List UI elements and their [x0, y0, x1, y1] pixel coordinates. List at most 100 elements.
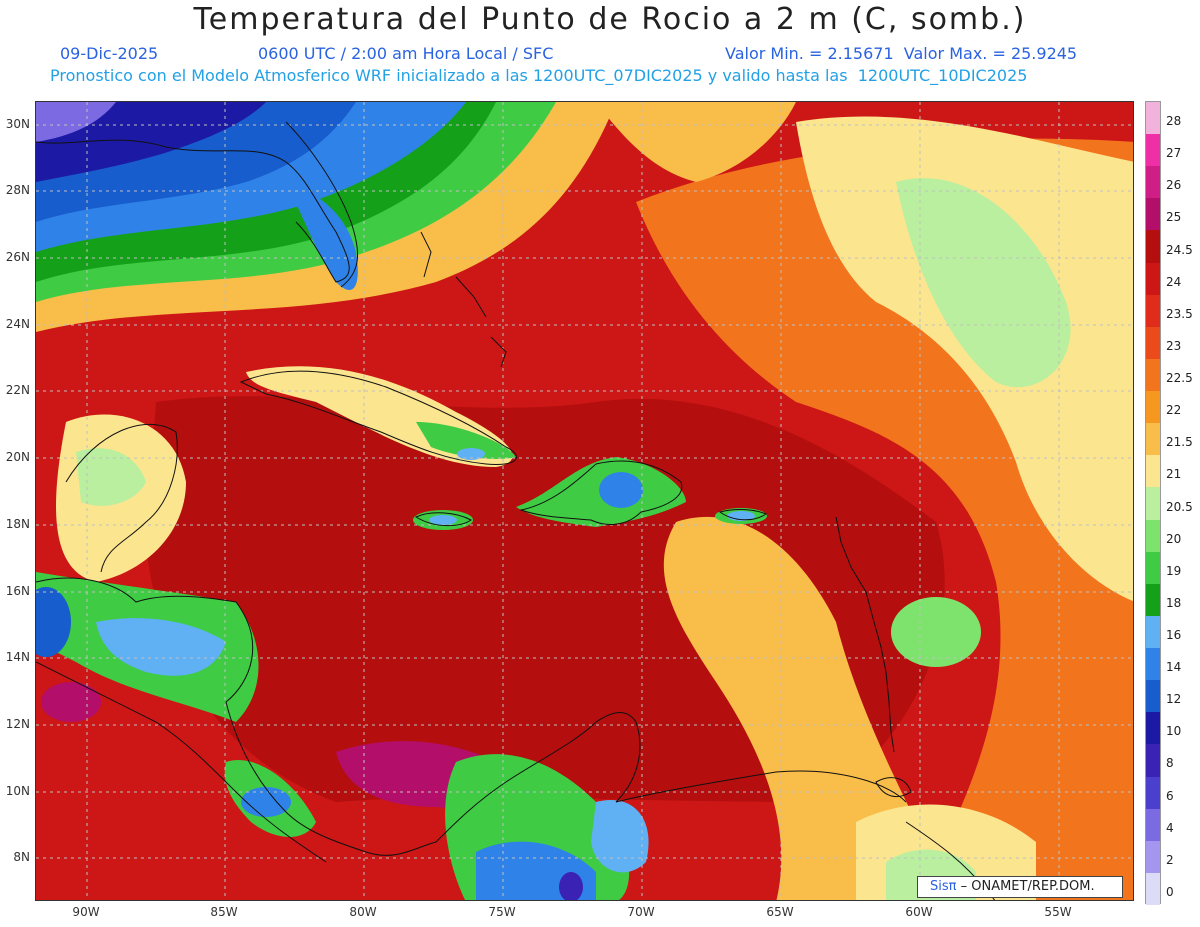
legend-level-label: 21.5: [1166, 435, 1193, 450]
legend-swatch: [1146, 808, 1160, 842]
lat-label: 14N: [5, 650, 30, 664]
lat-label: 22N: [5, 383, 30, 397]
legend-level-label: 4: [1166, 820, 1174, 835]
field-east-green: [896, 178, 1071, 388]
legend-swatch: [1146, 294, 1160, 328]
field-venezuela-blue: [591, 800, 649, 873]
legend-level-label: 16: [1166, 627, 1182, 642]
lat-label: 24N: [5, 317, 30, 331]
coast-venezuela: [615, 770, 907, 803]
legend-level-label: 14: [1166, 660, 1182, 675]
model-info: Pronostico con el Modelo Atmosferico WRF…: [50, 66, 1028, 85]
legend-swatch: [1146, 198, 1160, 231]
lon-label: 90W: [72, 905, 100, 919]
legend-swatch: [1146, 872, 1160, 906]
legend-swatch: [1146, 358, 1160, 392]
legend-level-label: 24: [1166, 274, 1182, 289]
field-costa-rica-blue: [241, 787, 291, 817]
legend-swatch: [1146, 744, 1160, 777]
legend-swatch: [1146, 776, 1160, 810]
dewpoint-map: [35, 101, 1134, 901]
legend-swatch: [1146, 648, 1160, 681]
legend-swatch: [1146, 615, 1160, 649]
field-cuba-blue: [457, 448, 485, 460]
map-title: Temperatura del Punto de Rocio a 2 m (C,…: [193, 2, 1027, 37]
legend-level-label: 20.5: [1166, 499, 1193, 514]
forecast-date: 09-Dic-2025: [60, 44, 159, 63]
lon-label: 70W: [627, 905, 655, 919]
legend-swatch: [1146, 102, 1160, 135]
color-legend-bar: [1145, 101, 1161, 906]
coast-pacific-ca: [36, 661, 327, 863]
legend-swatch: [1146, 551, 1160, 585]
field-east-yellow: [796, 116, 1133, 602]
lon-label: 65W: [766, 905, 794, 919]
coast-gulf: [36, 139, 350, 283]
legend-level-label: 8: [1166, 756, 1174, 771]
legend-swatch: [1146, 680, 1160, 713]
legend-level-label: 22.5: [1166, 371, 1193, 386]
lat-label: 16N: [5, 584, 30, 598]
grid-lines: [36, 102, 1133, 900]
sispi-logo: Sisπ: [930, 879, 957, 894]
legend-swatch: [1146, 583, 1160, 617]
field-green-pocket: [891, 597, 981, 667]
legend-swatch: [1146, 166, 1160, 199]
legend-level-label: 0: [1166, 884, 1174, 899]
lat-label: 30N: [5, 117, 30, 131]
legend-level-label: 26: [1166, 178, 1182, 193]
coast-lesser-antilles: [835, 516, 895, 753]
field-jamaica-blue: [429, 515, 457, 525]
coast-bahamas-3: [490, 336, 507, 368]
credit-box: Sisπ – ONAMET/REP.DOM.: [917, 876, 1123, 898]
legend-swatch: [1146, 840, 1160, 874]
min-max-values: Valor Min. = 2.15671 Valor Max. = 25.924…: [725, 44, 1078, 63]
coast-yucatan: [65, 423, 178, 573]
legend-swatch: [1146, 519, 1160, 553]
field-ca-darkblue: [36, 587, 71, 657]
legend-level-label: 10: [1166, 724, 1182, 739]
legend-level-label: 23: [1166, 338, 1182, 353]
legend-swatch: [1146, 455, 1160, 488]
lat-label: 20N: [5, 450, 30, 464]
coast-bahamas-1: [420, 231, 432, 278]
lat-label: 28N: [5, 183, 30, 197]
coast-hispaniola: [519, 460, 683, 525]
legend-level-label: 22: [1166, 403, 1182, 418]
legend-level-label: 23.5: [1166, 306, 1193, 321]
legend-swatch: [1146, 134, 1160, 167]
legend-level-label: 12: [1166, 692, 1182, 707]
field-florida-blue: [286, 182, 358, 291]
field-magenta-2: [41, 682, 101, 722]
field-hispaniola-blue: [599, 472, 643, 508]
legend-swatch: [1146, 391, 1160, 424]
legend-level-label: 27: [1166, 146, 1182, 161]
coast-colombia: [505, 712, 641, 803]
legend-level-label: 20: [1166, 531, 1182, 546]
legend-level-label: 6: [1166, 788, 1174, 803]
legend-level-label: 25: [1166, 210, 1182, 225]
legend-swatch: [1146, 712, 1160, 745]
coast-florida: [285, 121, 359, 288]
coast-jamaica: [414, 512, 472, 527]
legend-level-label: 19: [1166, 563, 1182, 578]
legend-level-label: 2: [1166, 852, 1174, 867]
coast-trinidad: [875, 777, 912, 798]
field-yucatan-green: [76, 448, 146, 506]
coast-puerto-rico: [718, 509, 768, 521]
legend-swatch: [1146, 326, 1160, 360]
lat-label: 12N: [5, 717, 30, 731]
coast-central-america: [36, 577, 507, 856]
lon-label: 55W: [1044, 905, 1072, 919]
legend-level-label: 28: [1166, 114, 1182, 129]
field-andes-purple: [559, 872, 583, 900]
field-east-orange-2: [596, 102, 796, 182]
field-cuba-green: [416, 422, 516, 459]
lat-label: 18N: [5, 517, 30, 531]
legend-swatch: [1146, 230, 1160, 264]
lon-label: 85W: [210, 905, 238, 919]
coast-bahamas-2: [455, 276, 487, 318]
legend-level-label: 21: [1166, 467, 1182, 482]
field-north-purple: [36, 102, 116, 142]
legend-swatch: [1146, 487, 1160, 521]
